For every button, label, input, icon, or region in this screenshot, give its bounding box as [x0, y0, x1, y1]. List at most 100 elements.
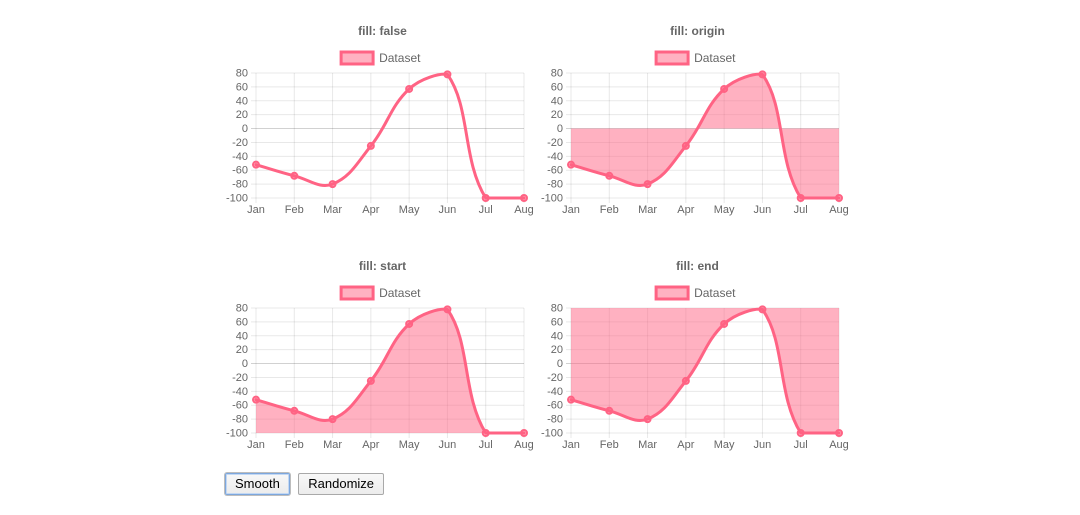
data-point[interactable]: [720, 319, 729, 328]
charts-grid: fill: false Dataset 80 60 40 20 0 -20 -40 -60 -80-…: [225, 20, 855, 455]
x-tick-label: Feb: [285, 439, 304, 451]
randomize-button[interactable]: Randomize: [298, 473, 385, 495]
x-tick-label: Aug: [829, 204, 849, 216]
data-point[interactable]: [643, 180, 652, 189]
y-tick-label: -60: [547, 400, 563, 412]
data-line: [254, 72, 526, 200]
data-point[interactable]: [328, 415, 337, 424]
chart-fill-start: fill: start Dataset 80 60 40 20 0 -20 -40 -60 -80 -…: [225, 255, 540, 455]
x-tick-label: Jul: [794, 439, 808, 451]
chart-fill-end: fill: end Dataset 80 60 40 20 0 -20 -40 -60 -80 -10…: [540, 255, 855, 455]
y-tick-label: -40: [232, 151, 248, 163]
data-point[interactable]: [252, 160, 260, 169]
data-line: [569, 307, 841, 435]
data-point[interactable]: [758, 70, 767, 79]
x-tick-label: May: [714, 439, 735, 451]
y-tick-label: 80: [551, 68, 563, 80]
data-point[interactable]: [481, 194, 490, 202]
chart-fill-origin: fill: origin Dataset 80 60 40 20 0 -20 -40 -60 -80…: [540, 20, 855, 220]
y-tick-label: -100: [541, 193, 563, 205]
legend-swatch: [654, 50, 690, 66]
data-point[interactable]: [835, 194, 843, 202]
legend-swatch: [654, 285, 690, 301]
y-tick-label: 60: [551, 316, 563, 328]
y-tick-label: -40: [547, 386, 563, 398]
data-point[interactable]: [366, 141, 375, 150]
y-tick-label: 20: [551, 109, 563, 121]
x-tick-label: Jan: [562, 439, 580, 451]
data-point[interactable]: [252, 395, 260, 404]
data-point[interactable]: [796, 194, 805, 202]
x-tick-label: Apr: [677, 204, 694, 216]
data-point[interactable]: [567, 395, 575, 404]
data-point[interactable]: [643, 415, 652, 424]
y-tick-label: -60: [232, 165, 248, 177]
data-point[interactable]: [481, 429, 490, 437]
data-point[interactable]: [605, 171, 614, 180]
chart-title: fill: start: [359, 259, 406, 273]
x-tick-label: Jan: [562, 204, 580, 216]
data-point[interactable]: [681, 376, 690, 385]
y-tick-label: 40: [236, 95, 248, 107]
legend-label: Dataset: [379, 286, 421, 300]
x-tick-label: Jan: [247, 204, 265, 216]
y-tick-label: 0: [242, 358, 248, 370]
data-point[interactable]: [366, 376, 375, 385]
y-tick-label: 60: [236, 81, 248, 93]
data-line: [569, 72, 841, 200]
y-tick-label: -100: [226, 428, 248, 440]
y-tick-label: 40: [551, 95, 563, 107]
data-point[interactable]: [405, 84, 414, 93]
area-fill: [256, 309, 524, 433]
data-point[interactable]: [520, 194, 528, 202]
data-point[interactable]: [290, 406, 299, 415]
legend-item-dataset[interactable]: Dataset: [654, 50, 736, 66]
x-tick-label: Jun: [754, 204, 772, 216]
x-tick-label: May: [714, 204, 735, 216]
data-point[interactable]: [758, 305, 767, 314]
y-tick-label: 20: [236, 344, 248, 356]
x-tick-label: Mar: [638, 439, 657, 451]
y-tick-label: -80: [232, 414, 248, 426]
y-tick-label: -20: [232, 137, 248, 149]
smooth-button[interactable]: Smooth: [225, 473, 290, 495]
data-point[interactable]: [835, 429, 843, 437]
x-tick-label: Apr: [362, 439, 379, 451]
legend-swatch: [339, 50, 375, 66]
y-tick-label: 20: [551, 344, 563, 356]
legend-item-dataset[interactable]: Dataset: [654, 285, 736, 301]
y-tick-label: -80: [232, 179, 248, 191]
x-tick-label: Mar: [638, 204, 657, 216]
data-point[interactable]: [290, 171, 299, 180]
data-point[interactable]: [681, 141, 690, 150]
y-tick-label: 40: [551, 330, 563, 342]
x-tick-label: Feb: [285, 204, 304, 216]
legend-label: Dataset: [379, 51, 421, 65]
y-tick-label: 80: [236, 303, 248, 315]
legend-item-dataset[interactable]: Dataset: [339, 285, 421, 301]
data-point[interactable]: [328, 180, 337, 189]
y-tick-label: -20: [232, 372, 248, 384]
y-tick-label: -100: [226, 193, 248, 205]
data-point[interactable]: [796, 429, 805, 437]
data-point[interactable]: [520, 429, 528, 437]
data-point[interactable]: [720, 84, 729, 93]
y-tick-label: -60: [232, 400, 248, 412]
data-point[interactable]: [605, 406, 614, 415]
data-point[interactable]: [443, 70, 452, 79]
legend-item-dataset[interactable]: Dataset: [339, 50, 421, 66]
data-point[interactable]: [443, 305, 452, 314]
data-point[interactable]: [567, 160, 575, 169]
data-point[interactable]: [405, 319, 414, 328]
y-tick-label: -40: [547, 151, 563, 163]
x-tick-label: Feb: [600, 204, 619, 216]
x-tick-label: May: [399, 204, 420, 216]
x-tick-label: Jan: [247, 439, 265, 451]
x-tick-label: Aug: [514, 439, 534, 451]
x-tick-label: Mar: [323, 204, 342, 216]
x-tick-label: Apr: [677, 439, 694, 451]
